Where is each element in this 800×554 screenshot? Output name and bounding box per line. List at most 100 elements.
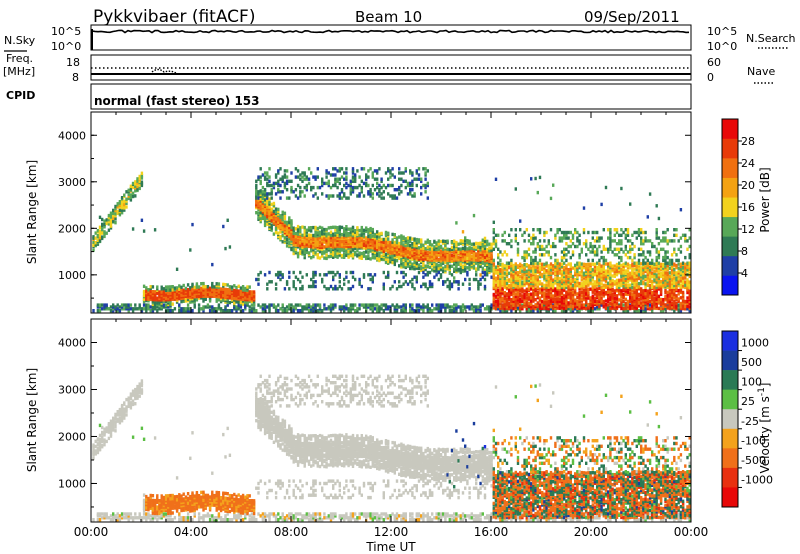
power-cell [615, 294, 619, 298]
power-cell [367, 175, 370, 179]
power-cell [334, 177, 337, 181]
power-cell [334, 287, 337, 291]
power-cell [345, 171, 348, 175]
power-cell [241, 285, 245, 289]
power-cell [620, 280, 623, 284]
power-cell [589, 244, 592, 249]
power-cell [461, 309, 465, 313]
power-cell [494, 294, 498, 298]
power-cell [428, 250, 432, 254]
power-cell [420, 249, 423, 254]
power-cell [527, 301, 531, 305]
power-cell [142, 293, 146, 298]
power-cell [360, 225, 363, 230]
power-cell [490, 307, 493, 311]
power-cell [125, 190, 128, 194]
power-cell [316, 241, 319, 245]
power-cell [622, 309, 625, 313]
power-cell [349, 253, 352, 258]
power-cell [180, 299, 183, 304]
power-cell [417, 249, 421, 253]
power-cell [516, 271, 520, 275]
power-cell [380, 177, 383, 181]
power-cell [340, 196, 344, 200]
power-cell [316, 237, 319, 241]
power-cell [578, 301, 581, 305]
power-cell [626, 255, 630, 260]
power-cell [543, 239, 546, 243]
power-cell [574, 281, 577, 286]
power-cell [545, 294, 548, 298]
power-cell [118, 208, 122, 213]
power-cell [428, 265, 432, 269]
power-cell [406, 248, 410, 253]
power-cell [356, 185, 359, 190]
power-cell [233, 305, 236, 309]
power-cell [228, 309, 232, 313]
power-cell [609, 287, 612, 291]
power-cell [497, 301, 500, 305]
power-cell [607, 297, 610, 301]
power-cell [360, 236, 363, 240]
power-cell [382, 237, 385, 242]
power-cell [578, 271, 581, 275]
power-cell [543, 297, 546, 301]
power-cell [565, 290, 568, 294]
power-cell [602, 273, 605, 277]
power-cell [305, 303, 308, 307]
power-cell [305, 177, 308, 181]
power-cell [525, 276, 528, 280]
power-cell [151, 307, 155, 311]
power-cell [635, 306, 638, 311]
power-cell [547, 242, 550, 246]
power-cell [560, 239, 564, 243]
power-cell [453, 244, 456, 249]
power-cell [98, 229, 102, 233]
power-cell [631, 233, 634, 237]
power-cell [336, 254, 339, 258]
power-cell [523, 276, 526, 281]
power-cell [600, 275, 603, 279]
power-cell [607, 266, 610, 270]
power-cell [367, 190, 370, 194]
power-cell [541, 244, 544, 249]
power-cell [376, 192, 379, 196]
power-cell [255, 188, 258, 192]
power-cell [323, 181, 326, 186]
power-cell [259, 189, 262, 193]
power-cell [103, 303, 106, 307]
power-cell [303, 255, 306, 260]
power-cell [470, 307, 473, 311]
power-cell [609, 295, 612, 300]
power-cell [415, 252, 418, 256]
power-cell [101, 227, 104, 231]
power-cell [510, 276, 513, 280]
power-cell [415, 275, 418, 279]
power-cell [149, 294, 152, 298]
power-cell [116, 309, 119, 313]
power-cell [626, 228, 630, 232]
power-cell [299, 228, 302, 232]
power-cell [283, 183, 287, 188]
power-cell [310, 307, 313, 311]
power-cell [497, 269, 500, 273]
power-cell [266, 173, 269, 177]
power-cell [312, 284, 315, 289]
power-cell [457, 242, 460, 246]
power-cell [400, 243, 403, 248]
power-cell [607, 228, 610, 232]
power-cell [464, 262, 467, 266]
power-cell [371, 256, 374, 260]
power-cell [578, 309, 581, 313]
power-cell [314, 175, 317, 179]
power-cell [411, 188, 414, 192]
power-cell [600, 250, 603, 254]
power-cell [600, 296, 603, 300]
power-cell [138, 174, 141, 179]
power-cell [631, 267, 634, 272]
power-cell [296, 224, 300, 229]
power-cell [417, 177, 421, 181]
power-cell [534, 283, 537, 287]
power-cell [362, 167, 366, 171]
power-cell [138, 307, 141, 311]
